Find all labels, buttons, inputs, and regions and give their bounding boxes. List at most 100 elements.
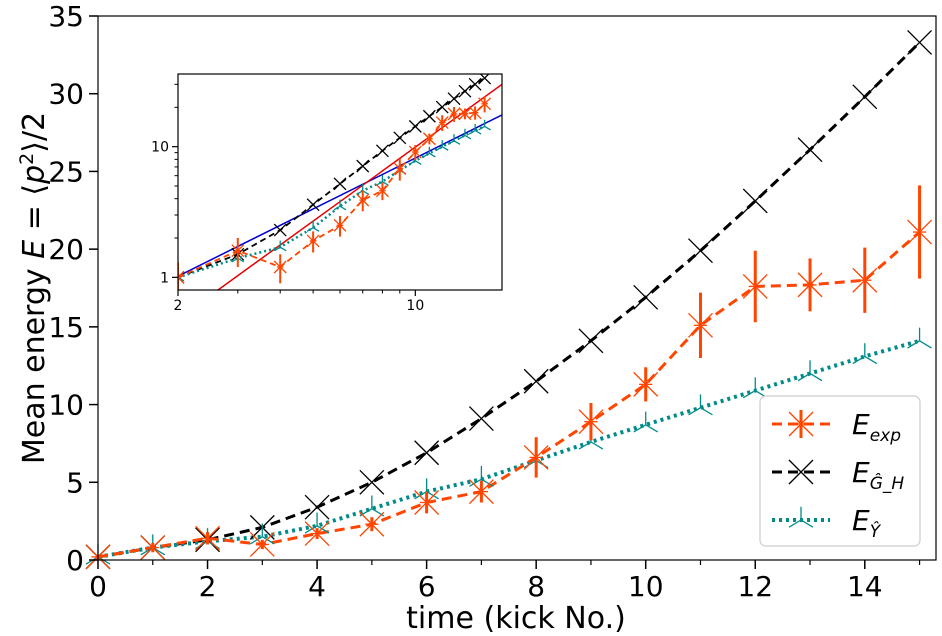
point-y — [633, 411, 659, 433]
inset-y-tick-label: 10 — [151, 140, 169, 156]
legend-label-main: E — [852, 504, 870, 537]
marker-stroke — [414, 491, 427, 500]
legend-label-main: E — [852, 408, 870, 441]
marker-stroke — [429, 152, 436, 158]
inset-point-gh — [408, 119, 422, 133]
point-exp — [414, 490, 440, 515]
series-line-exp — [97, 230, 921, 559]
marker-stroke — [469, 478, 482, 487]
marker-stroke — [688, 238, 713, 264]
marker-stroke — [408, 119, 422, 133]
inset-point-y — [333, 199, 347, 211]
point-exp — [359, 511, 385, 537]
inset-x-tick-label: 10 — [406, 298, 424, 314]
marker-stroke — [852, 355, 866, 365]
inset-point-gh — [468, 77, 482, 91]
inset-point-y — [435, 140, 449, 151]
legend-label-sub: Ĝ_H — [870, 472, 905, 494]
marker-stroke — [919, 340, 932, 349]
point-gh — [523, 368, 549, 394]
point-exp — [852, 267, 878, 293]
marker-stroke — [333, 205, 341, 211]
point-exp — [468, 479, 494, 505]
x-tick-label: 2 — [199, 570, 217, 603]
inset-point-exp — [356, 193, 370, 207]
y-tick-label: 0 — [66, 544, 84, 577]
marker-stroke — [852, 84, 878, 110]
marker-stroke — [306, 198, 320, 212]
point-gh — [797, 137, 823, 163]
marker-stroke — [426, 491, 439, 500]
inset-y-tick-label: 1 — [160, 270, 169, 286]
y-tick-label: 25 — [48, 155, 84, 188]
marker-stroke — [423, 152, 430, 158]
marker-stroke — [474, 129, 482, 135]
point-exp — [304, 521, 330, 547]
marker-stroke — [261, 536, 275, 545]
point-gh — [414, 440, 440, 466]
legend-marker-gh — [788, 459, 814, 485]
marker-stroke — [523, 368, 549, 394]
main-plot-frame — [97, 15, 937, 561]
legend-marker-exp — [788, 411, 814, 437]
marker-stroke — [453, 140, 461, 145]
y-tick-label: 10 — [48, 389, 84, 422]
marker-stroke — [408, 160, 416, 165]
marker-stroke — [393, 131, 407, 145]
marker-stroke — [633, 424, 647, 433]
point-y — [907, 327, 932, 349]
marker-stroke — [468, 77, 482, 91]
marker-stroke — [178, 276, 185, 284]
point-exp — [688, 312, 713, 338]
marker-stroke — [279, 246, 287, 252]
marker-stroke — [304, 494, 330, 520]
legend-label-main: E — [852, 456, 870, 489]
legend-label-gh: EĜ_H — [852, 456, 904, 494]
inset-point-gh — [306, 198, 320, 212]
point-y — [852, 343, 878, 365]
marker-stroke — [800, 519, 814, 528]
legend-label-sub: exp — [870, 426, 902, 446]
legend-label-exp: Eexp — [852, 408, 901, 446]
point-exp — [140, 535, 166, 561]
marker-stroke — [797, 372, 811, 382]
inset-point-exp — [375, 184, 389, 198]
y-tick-label: 15 — [48, 311, 84, 344]
marker-stroke — [633, 284, 659, 310]
x-tick-label: 12 — [737, 570, 773, 603]
point-gh — [907, 29, 933, 55]
marker-stroke — [788, 519, 802, 528]
inset-point-gh — [435, 100, 449, 114]
marker-stroke — [907, 340, 920, 349]
marker-stroke — [414, 160, 422, 165]
marker-stroke — [339, 205, 347, 211]
inset-point-gh — [333, 177, 347, 191]
marker-stroke — [590, 441, 604, 450]
marker-stroke — [422, 109, 436, 123]
point-exp — [742, 273, 768, 299]
inset-plot-area — [178, 74, 502, 290]
marker-stroke — [742, 390, 756, 399]
point-exp — [907, 219, 933, 245]
marker-stroke — [458, 134, 466, 140]
inset-point-exp — [306, 234, 320, 248]
marker-stroke — [447, 140, 455, 145]
point-y — [414, 478, 439, 500]
inset-point-exp — [178, 270, 185, 284]
inset-point-exp — [447, 107, 461, 121]
inset-point-exp — [478, 97, 492, 111]
inset-point-gh — [273, 223, 287, 237]
inset-series-group — [178, 74, 502, 290]
inset-point-y — [468, 123, 482, 135]
marker-stroke — [797, 137, 823, 163]
x-tick-label: 0 — [89, 570, 107, 603]
marker-stroke — [249, 536, 263, 545]
marker-stroke — [375, 144, 389, 158]
series-line-y — [97, 338, 921, 559]
inset-point-y — [447, 134, 461, 145]
inset-point-gh — [375, 144, 389, 158]
marker-stroke — [478, 125, 485, 131]
